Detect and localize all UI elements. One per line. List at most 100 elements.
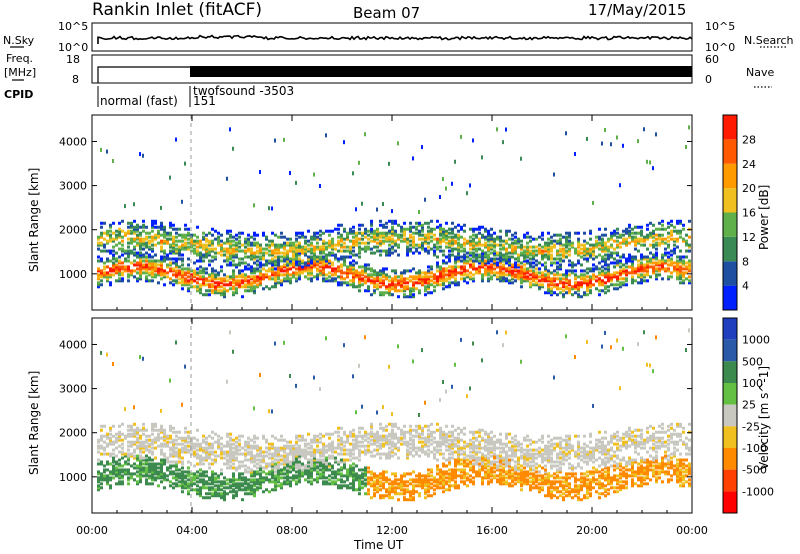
power-cell bbox=[394, 221, 397, 225]
power-cell bbox=[229, 253, 232, 257]
power-cell bbox=[244, 255, 247, 259]
velocity-cell bbox=[265, 454, 268, 458]
power-cell bbox=[388, 235, 391, 239]
power-cell bbox=[250, 251, 253, 255]
power-cell bbox=[265, 251, 268, 255]
power-cell bbox=[472, 241, 475, 245]
power-cell bbox=[643, 239, 646, 243]
power-cell bbox=[493, 257, 496, 261]
power-cell bbox=[439, 267, 442, 271]
velocity-cell bbox=[208, 482, 211, 486]
power-cell bbox=[151, 279, 154, 283]
power-cell bbox=[409, 291, 412, 295]
power-cell bbox=[682, 263, 685, 267]
velocity-cell bbox=[307, 446, 310, 450]
power-cell bbox=[529, 277, 532, 281]
velocity-cell bbox=[142, 466, 145, 470]
power-cell bbox=[568, 273, 571, 277]
velocity-cell bbox=[175, 464, 178, 468]
power-cell bbox=[679, 269, 682, 273]
power-cell bbox=[607, 257, 610, 261]
power-cell bbox=[460, 259, 463, 263]
power-cell bbox=[172, 269, 175, 273]
power-cell bbox=[139, 257, 142, 261]
velocity-cell bbox=[139, 450, 142, 454]
power-cell bbox=[340, 257, 343, 261]
power-cell bbox=[556, 287, 559, 291]
freq-unit: [MHz] bbox=[4, 66, 36, 79]
power-cell bbox=[319, 249, 322, 253]
power-cell bbox=[592, 251, 595, 255]
velocity-cell bbox=[208, 496, 211, 500]
power-cell bbox=[577, 285, 580, 289]
velocity-cell bbox=[193, 474, 196, 478]
velocity-cell bbox=[355, 440, 358, 444]
power-cell bbox=[379, 281, 382, 285]
power-cell bbox=[520, 251, 523, 255]
power-cell bbox=[544, 255, 547, 259]
power-cell bbox=[409, 293, 412, 297]
power-cell bbox=[589, 229, 592, 233]
power-cell bbox=[274, 281, 277, 285]
velocity-cell bbox=[361, 472, 364, 476]
velocity-cell bbox=[97, 486, 100, 490]
power-cell bbox=[622, 253, 625, 257]
power-cell bbox=[196, 251, 199, 255]
power-cell bbox=[556, 239, 559, 243]
power-cell bbox=[532, 279, 535, 283]
power-cell bbox=[337, 259, 340, 263]
velocity-cell bbox=[232, 349, 234, 354]
power-cell bbox=[514, 235, 517, 239]
power-cell bbox=[508, 269, 511, 273]
power-cell bbox=[319, 245, 322, 249]
velocity-cell bbox=[181, 482, 184, 486]
power-cell bbox=[394, 233, 397, 237]
velocity-cell bbox=[187, 436, 190, 440]
power-cell bbox=[409, 247, 412, 251]
velocity-cell bbox=[154, 462, 157, 466]
power-cell bbox=[352, 269, 355, 273]
velocity-cell bbox=[250, 490, 253, 494]
power-cell bbox=[286, 265, 289, 269]
velocity-cell bbox=[121, 470, 124, 474]
power-cell bbox=[322, 249, 325, 253]
power-cell bbox=[532, 275, 535, 279]
power-cell bbox=[670, 257, 673, 261]
power-cell bbox=[568, 249, 571, 253]
velocity-cell bbox=[274, 466, 277, 470]
power-cell bbox=[571, 265, 574, 269]
power-cell bbox=[634, 237, 637, 241]
power-cell bbox=[553, 279, 556, 283]
power-cell bbox=[460, 277, 463, 281]
power-cell bbox=[172, 237, 175, 241]
power-cell bbox=[574, 285, 577, 289]
velocity-cell bbox=[121, 456, 124, 460]
power-cell bbox=[343, 277, 346, 281]
velocity-cell bbox=[118, 458, 121, 462]
velocity-cell bbox=[307, 442, 310, 446]
velocity-cell bbox=[151, 432, 154, 436]
velocity-cell bbox=[172, 430, 175, 434]
power-cell bbox=[184, 243, 187, 247]
power-cell bbox=[109, 225, 112, 229]
power-cell bbox=[652, 267, 655, 271]
power-cell bbox=[115, 237, 118, 241]
power-cell bbox=[466, 239, 469, 243]
power-cell bbox=[175, 239, 178, 243]
power-cell bbox=[175, 259, 178, 263]
velocity-cell bbox=[247, 466, 250, 470]
power-cell bbox=[451, 241, 454, 245]
power-cell bbox=[583, 251, 586, 255]
power-cell bbox=[373, 289, 376, 293]
velocity-cell bbox=[196, 490, 199, 494]
velocity-cell bbox=[298, 466, 301, 470]
power-cell bbox=[544, 261, 547, 265]
power-cell bbox=[577, 293, 580, 297]
velocity-cell bbox=[310, 444, 313, 448]
power-cell bbox=[310, 255, 313, 259]
power-cell bbox=[556, 261, 559, 265]
velocity-cell bbox=[304, 464, 307, 468]
power-cell bbox=[139, 241, 142, 245]
power-cell bbox=[520, 279, 523, 283]
velocity-cell bbox=[322, 466, 325, 470]
